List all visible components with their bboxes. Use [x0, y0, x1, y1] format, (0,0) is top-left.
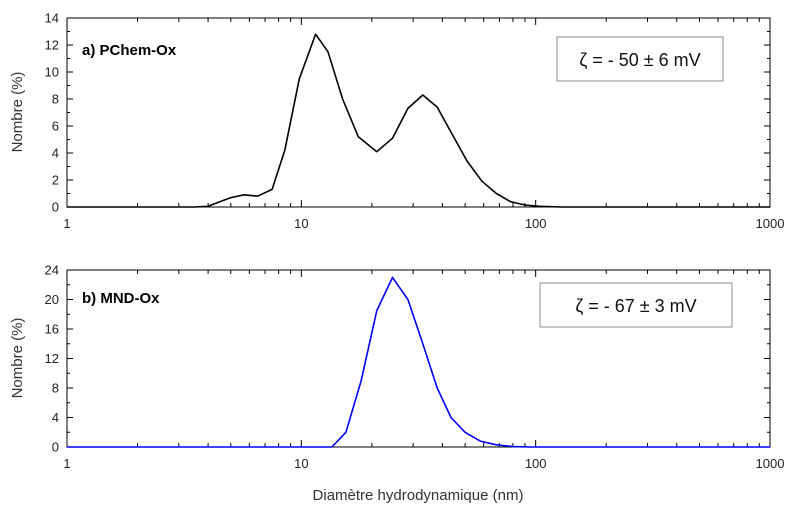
panel-b-chart: 1 10 100 1000 0 4 8 12 16 20 24 b) MND-Ox ζ = - 6… — [9, 263, 784, 505]
panel-a-annotation: ζ = - 50 ± 6 mV — [579, 50, 700, 70]
panel-a-ylabel: Nombre (%) — [9, 72, 26, 153]
panel-b-xticks: 1 10 100 1000 — [63, 270, 784, 471]
y-tick-label: 8 — [52, 381, 59, 396]
x-tick-label: 100 — [525, 216, 547, 231]
panel-b-xlabel: Diamètre hydrodynamique (nm) — [313, 487, 524, 504]
y-tick-label: 12 — [45, 351, 59, 366]
series-line — [67, 33, 770, 208]
x-tick-label: 1 — [63, 216, 70, 231]
y-tick-label: 8 — [52, 92, 59, 107]
panel-a-series — [67, 33, 770, 208]
x-tick-label: 1000 — [756, 456, 785, 471]
panel-b-yticks: 0 4 8 12 16 20 24 — [45, 263, 770, 455]
x-tick-label: 100 — [525, 456, 547, 471]
y-tick-label: 0 — [52, 440, 59, 455]
y-tick-label: 10 — [45, 65, 59, 80]
y-tick-label: 2 — [52, 173, 59, 188]
panel-b-series — [67, 276, 770, 448]
y-tick-label: 4 — [52, 410, 59, 425]
series-line — [67, 276, 770, 448]
panel-a-xticks: 1 10 100 1000 — [63, 18, 784, 231]
y-tick-label: 16 — [45, 322, 59, 337]
x-tick-label: 10 — [294, 456, 308, 471]
y-tick-label: 0 — [52, 200, 59, 215]
panel-b-annotation-box — [539, 282, 733, 328]
x-tick-label: 1 — [63, 456, 70, 471]
panel-b-ylabel: Nombre (%) — [9, 318, 26, 399]
panel-b-annotation: ζ = - 67 ± 3 mV — [575, 296, 696, 316]
panel-b-label: b) MND-Ox — [82, 290, 160, 307]
y-tick-label: 14 — [45, 11, 59, 26]
x-tick-label: 10 — [294, 216, 308, 231]
y-tick-label: 4 — [52, 146, 59, 161]
panel-a-chart: 1 10 100 1000 0 2 4 6 8 10 12 14 a) PChem-Ox ζ = -… — [9, 11, 784, 232]
panel-a-label: a) PChem-Ox — [82, 42, 177, 59]
y-tick-label: 24 — [45, 263, 59, 278]
x-tick-label: 1000 — [756, 216, 785, 231]
y-tick-label: 12 — [45, 38, 59, 53]
panel-a-annotation-box — [556, 36, 724, 82]
y-tick-label: 6 — [52, 119, 59, 134]
y-tick-label: 20 — [45, 292, 59, 307]
panel-a-yticks: 0 2 4 6 8 10 12 14 — [45, 11, 770, 215]
